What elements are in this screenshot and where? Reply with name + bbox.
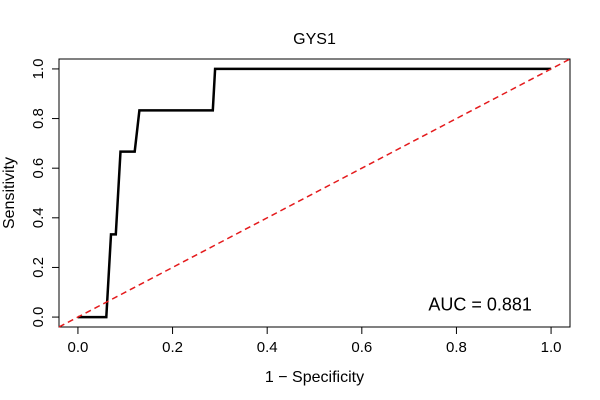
x-tick-label: 0.8: [446, 339, 467, 356]
auc-annotation: AUC = 0.881: [428, 295, 532, 315]
y-tick-label: 0.2: [30, 257, 47, 278]
series-layer: [58, 58, 571, 328]
x-axis: 0.0 0.2 0.4 0.6 0.8 1.0: [67, 326, 562, 356]
x-axis-label: 1 − Specificity: [265, 369, 364, 386]
y-axis-label: Sensitivity: [1, 157, 18, 229]
roc-curve-line: [77, 67, 552, 319]
x-tick-label: 0.2: [162, 339, 183, 356]
chart-title: GYS1: [293, 31, 336, 48]
y-tick-label: 0.0: [30, 307, 47, 328]
x-tick-label: 0.0: [67, 339, 88, 356]
reference-diagonal-line: [58, 58, 571, 328]
x-tick-label: 0.4: [257, 339, 278, 356]
y-tick-label: 0.8: [30, 108, 47, 129]
y-tick-label: 0.4: [30, 207, 47, 228]
y-tick-label: 1.0: [30, 58, 47, 79]
y-tick-label: 0.6: [30, 158, 47, 179]
x-tick-label: 1.0: [541, 339, 562, 356]
x-tick-label: 0.6: [351, 339, 372, 356]
y-axis: 0.0 0.2 0.4 0.6 0.8 1.0: [30, 58, 59, 328]
